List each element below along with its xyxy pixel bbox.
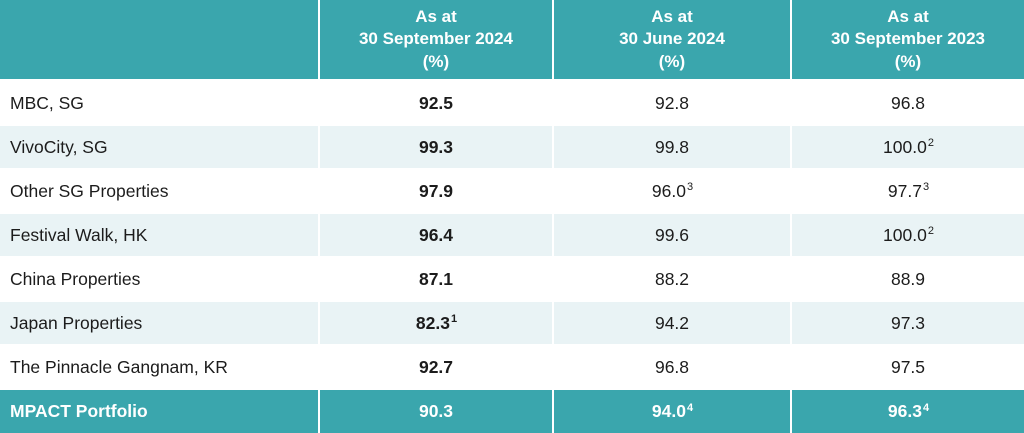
row-label: The Pinnacle Gangnam, KR [0,346,318,388]
table-row-china-properties: China Properties 87.1 88.2 88.9 [0,258,1024,302]
cell-value: 100.0 2 [790,126,1024,168]
row-label: Japan Properties [0,302,318,344]
cell-value: 82.3 1 [318,302,552,344]
cell-value: 96.0 3 [552,170,790,212]
row-label: China Properties [0,258,318,300]
cell-value: 94.0 4 [552,390,790,433]
cell-value: 96.4 [318,214,552,256]
cell-value: 100.0 2 [790,214,1024,256]
cell-value: 92.8 [552,82,790,124]
cell-value: 99.3 [318,126,552,168]
table-header-row: As at 30 September 2024 (%) As at 30 Jun… [0,0,1024,82]
table-row-festival-walk-hk: Festival Walk, HK 96.4 99.6 100.0 2 [0,214,1024,258]
cell-value: 96.8 [552,346,790,388]
header-cell-sep-2024: As at 30 September 2024 (%) [318,0,552,79]
table-row-other-sg-properties: Other SG Properties 97.9 96.0 3 97.7 3 [0,170,1024,214]
cell-value: 87.1 [318,258,552,300]
cell-value: 92.5 [318,82,552,124]
header-cell-jun-2024: As at 30 June 2024 (%) [552,0,790,79]
cell-value: 88.9 [790,258,1024,300]
table-footer-row-mpact-portfolio: MPACT Portfolio 90.3 94.0 4 96.3 4 [0,390,1024,433]
header-cell-blank [0,0,318,79]
footer-label: MPACT Portfolio [0,390,318,433]
cell-value: 88.2 [552,258,790,300]
cell-value: 96.8 [790,82,1024,124]
row-label: MBC, SG [0,82,318,124]
table-row-vivocity-sg: VivoCity, SG 99.3 99.8 100.0 2 [0,126,1024,170]
table-row-mbc-sg: MBC, SG 92.5 92.8 96.8 [0,82,1024,126]
cell-value: 99.6 [552,214,790,256]
cell-value: 99.8 [552,126,790,168]
row-label: Festival Walk, HK [0,214,318,256]
cell-value: 94.2 [552,302,790,344]
header-cell-sep-2023: As at 30 September 2023 (%) [790,0,1024,79]
cell-value: 97.3 [790,302,1024,344]
cell-value: 97.5 [790,346,1024,388]
row-label: Other SG Properties [0,170,318,212]
cell-value: 92.7 [318,346,552,388]
table-row-pinnacle-gangnam-kr: The Pinnacle Gangnam, KR 92.7 96.8 97.5 [0,346,1024,390]
cell-value: 90.3 [318,390,552,433]
cell-value: 97.9 [318,170,552,212]
cell-value: 97.7 3 [790,170,1024,212]
cell-value: 96.3 4 [790,390,1024,433]
table-row-japan-properties: Japan Properties 82.3 1 94.2 97.3 [0,302,1024,346]
row-label: VivoCity, SG [0,126,318,168]
